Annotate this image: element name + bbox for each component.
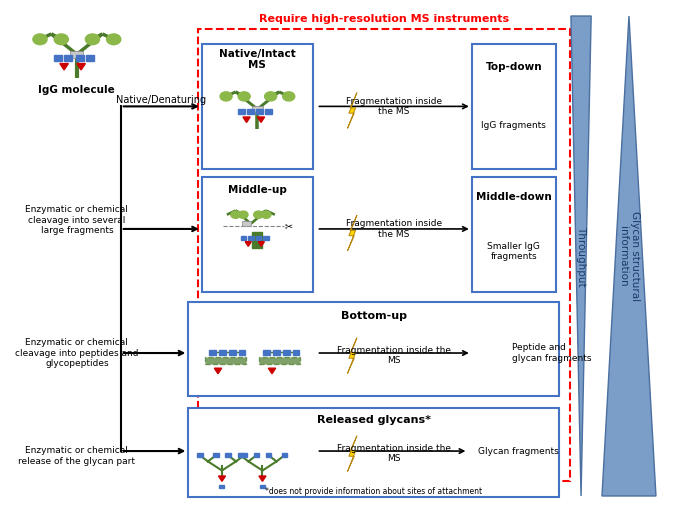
Bar	[263, 350, 270, 355]
Text: ✂: ✂	[285, 221, 292, 231]
Text: Middle-up: Middle-up	[228, 185, 287, 195]
Bar	[252, 106, 263, 112]
FancyBboxPatch shape	[472, 177, 556, 292]
Circle shape	[54, 34, 68, 45]
Bar	[264, 236, 269, 240]
Text: Throughput: Throughput	[576, 226, 586, 286]
Bar	[266, 453, 271, 457]
Bar	[259, 357, 299, 364]
Text: Fragmentation inside
the MS: Fragmentation inside the MS	[346, 219, 442, 239]
Polygon shape	[259, 476, 266, 481]
Circle shape	[264, 92, 277, 101]
Bar	[292, 350, 299, 355]
Text: Glycan fragments: Glycan fragments	[478, 446, 559, 456]
Text: Native/Intact
MS: Native/Intact MS	[219, 49, 296, 70]
Circle shape	[220, 92, 232, 101]
Text: IgG molecule: IgG molecule	[38, 85, 115, 95]
Text: Top-down: Top-down	[486, 62, 543, 72]
Bar	[256, 110, 263, 115]
Bar	[219, 484, 225, 488]
Text: Bottom-up: Bottom-up	[341, 311, 407, 321]
Bar	[282, 453, 288, 457]
Bar	[247, 110, 253, 115]
Text: IgG fragments: IgG fragments	[482, 121, 547, 130]
Polygon shape	[219, 476, 225, 481]
Bar	[205, 357, 245, 364]
Bar	[253, 453, 259, 457]
Bar	[240, 236, 246, 240]
Text: Enzymatic or chemical
cleavage into peptides and
glycopeptides: Enzymatic or chemical cleavage into pept…	[15, 338, 138, 368]
Circle shape	[107, 34, 121, 45]
Polygon shape	[571, 16, 591, 496]
Bar	[210, 350, 216, 355]
Polygon shape	[347, 93, 357, 129]
Bar	[238, 110, 245, 115]
Text: Released glycans*: Released glycans*	[317, 415, 431, 425]
Polygon shape	[258, 242, 264, 246]
Text: Enzymatic or chemical
cleavage into several
large fragments: Enzymatic or chemical cleavage into seve…	[25, 205, 128, 235]
Bar	[54, 54, 62, 60]
FancyBboxPatch shape	[472, 44, 556, 169]
Text: Fragmentation inside
the MS: Fragmentation inside the MS	[346, 97, 442, 116]
Bar	[197, 453, 203, 457]
Bar	[260, 484, 265, 488]
Bar	[253, 232, 262, 248]
Text: Enzymatic or chemical
release of the glycan part: Enzymatic or chemical release of the gly…	[18, 446, 136, 466]
Bar	[76, 54, 84, 60]
Text: Glycan structural
information: Glycan structural information	[618, 211, 640, 301]
Bar	[86, 54, 94, 60]
Bar	[265, 110, 272, 115]
FancyBboxPatch shape	[188, 302, 560, 396]
Text: Smaller IgG
fragments: Smaller IgG fragments	[488, 242, 540, 261]
Polygon shape	[245, 242, 251, 246]
Bar	[219, 350, 226, 355]
Polygon shape	[258, 117, 264, 122]
Bar	[284, 350, 290, 355]
Circle shape	[261, 211, 271, 218]
Circle shape	[231, 211, 240, 218]
Polygon shape	[60, 63, 68, 70]
Bar	[213, 453, 219, 457]
Bar	[238, 453, 243, 457]
Text: Middle-down: Middle-down	[476, 193, 551, 202]
Circle shape	[33, 34, 47, 45]
Bar	[256, 236, 261, 240]
Bar	[64, 54, 73, 60]
Circle shape	[283, 92, 295, 101]
Bar	[229, 350, 236, 355]
Circle shape	[253, 211, 263, 218]
Circle shape	[238, 92, 250, 101]
Polygon shape	[602, 16, 656, 496]
Polygon shape	[269, 368, 275, 374]
Bar	[273, 350, 279, 355]
Polygon shape	[347, 215, 357, 251]
FancyBboxPatch shape	[201, 177, 313, 292]
Circle shape	[238, 211, 248, 218]
Bar	[241, 453, 247, 457]
FancyBboxPatch shape	[188, 408, 560, 497]
Text: Fragmentation inside the
MS: Fragmentation inside the MS	[337, 346, 451, 365]
Bar	[242, 221, 251, 226]
Polygon shape	[243, 117, 250, 122]
Polygon shape	[214, 368, 222, 374]
Text: *does not provide information about sites of attachment: *does not provide information about site…	[265, 487, 482, 497]
FancyBboxPatch shape	[201, 44, 313, 169]
Polygon shape	[347, 436, 357, 472]
Bar	[248, 236, 253, 240]
Text: Native/Denaturing: Native/Denaturing	[116, 95, 206, 105]
Text: Require high-resolution MS instruments: Require high-resolution MS instruments	[259, 13, 509, 24]
Bar	[71, 51, 84, 58]
Polygon shape	[347, 338, 357, 373]
Bar	[225, 453, 231, 457]
Polygon shape	[77, 63, 86, 70]
Text: Fragmentation inside the
MS: Fragmentation inside the MS	[337, 444, 451, 463]
Text: Peptide and
glycan fragments: Peptide and glycan fragments	[512, 344, 592, 362]
Bar	[238, 350, 245, 355]
Circle shape	[86, 34, 99, 45]
